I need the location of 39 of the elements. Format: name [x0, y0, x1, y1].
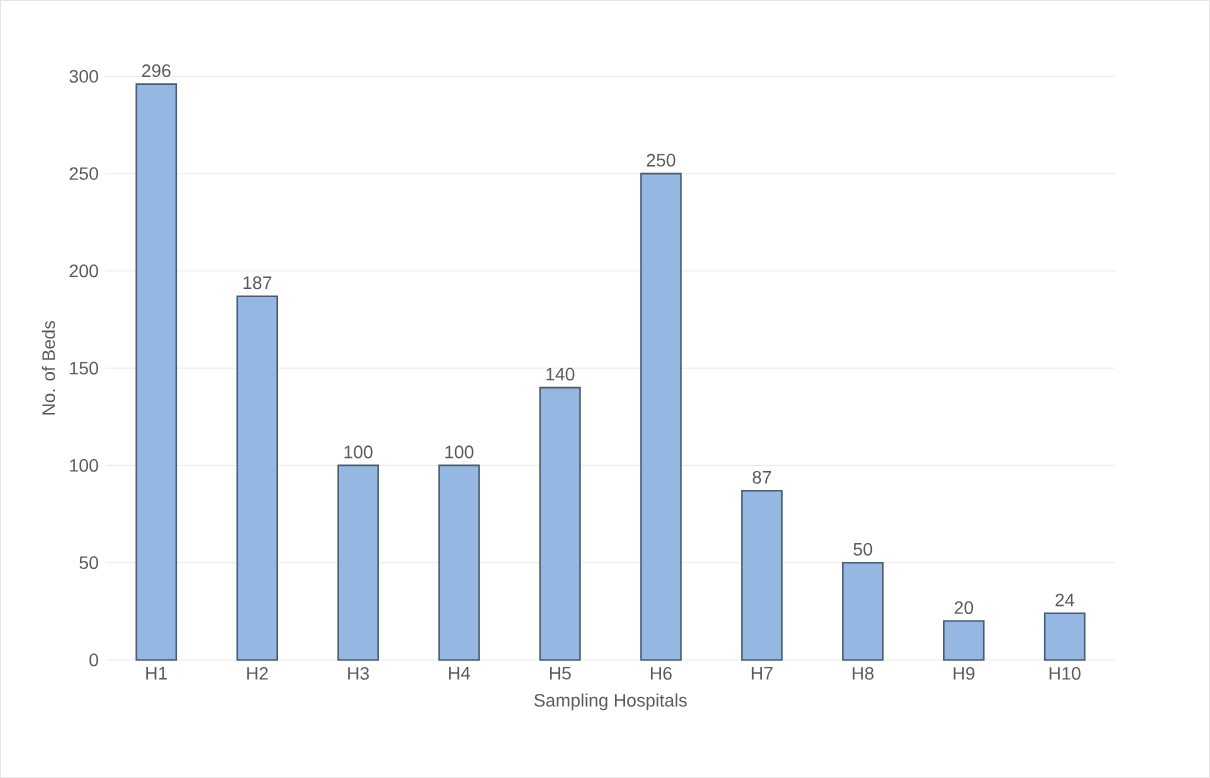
x-tick-label: H10: [1049, 666, 1081, 680]
x-tick-label: H6: [650, 666, 672, 680]
y-tick-label: 150: [70, 361, 99, 375]
bar: [842, 561, 884, 661]
data-label: 24: [1055, 593, 1075, 607]
y-tick-label: 50: [79, 556, 99, 569]
y-axis-title: No. of Beds: [41, 320, 56, 415]
y-tick-label: 250: [69, 167, 99, 180]
x-tick-label: H9: [953, 666, 975, 680]
x-tick-label: H8: [852, 666, 874, 680]
data-label: 20: [954, 601, 974, 614]
bar: [640, 172, 682, 661]
x-axis-title: Sampling Hospitals: [534, 693, 687, 711]
bar: [236, 295, 279, 661]
data-label: 50: [853, 542, 873, 556]
bar: [438, 464, 480, 661]
bar: [337, 464, 379, 661]
data-label: 100: [445, 445, 474, 459]
x-tick-label: H4: [449, 666, 471, 680]
y-tick-label: 200: [69, 264, 99, 278]
data-label: 140: [546, 367, 575, 381]
data-label: 187: [243, 276, 272, 289]
x-tick-label: H1: [146, 666, 167, 680]
y-tick-label: 100: [70, 458, 99, 472]
data-label: 250: [646, 153, 676, 167]
x-tick-label: H5: [550, 666, 571, 680]
data-label: 87: [752, 470, 771, 484]
bar: [1043, 612, 1086, 661]
x-tick-label: H3: [348, 666, 369, 680]
x-tick-label: H2: [247, 666, 268, 680]
x-tick-label: H7: [751, 666, 773, 680]
bar: [942, 620, 985, 661]
y-tick-label: 0: [89, 653, 99, 667]
data-label: 296: [142, 64, 171, 77]
bar: [539, 386, 581, 661]
bar: [135, 83, 178, 661]
y-tick-label: 300: [69, 69, 99, 83]
data-label: 100: [344, 445, 373, 459]
bar: [741, 489, 783, 661]
